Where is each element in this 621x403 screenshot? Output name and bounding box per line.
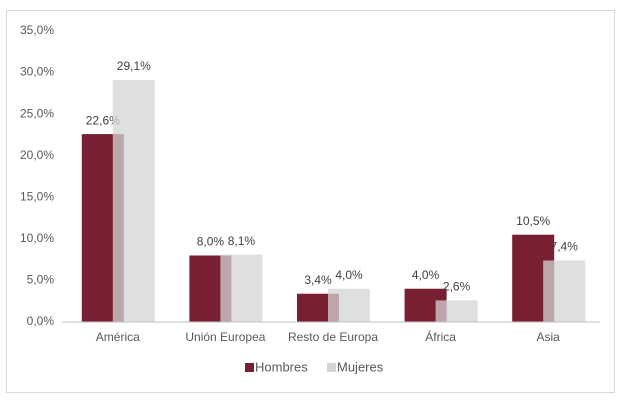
legend-label: Hombres <box>255 359 308 374</box>
legend-swatch <box>327 363 336 372</box>
bar <box>112 80 155 322</box>
y-tick-label: 5,0% <box>27 273 55 287</box>
value-label: 8,1% <box>228 234 256 248</box>
y-tick-label: 0,0% <box>27 314 55 328</box>
y-tick-label: 20,0% <box>20 148 54 162</box>
value-label: 10,5% <box>516 214 550 228</box>
x-tick-label: Unión Europea <box>185 330 265 344</box>
x-tick-label: Resto de Europa <box>288 330 378 344</box>
y-tick-label: 35,0% <box>20 23 54 37</box>
value-label: 4,0% <box>412 268 440 282</box>
bar <box>220 254 263 322</box>
y-tick-label: 30,0% <box>20 65 54 79</box>
bar <box>543 260 586 322</box>
bar <box>435 300 478 322</box>
y-tick-label: 10,0% <box>20 231 54 245</box>
x-tick-label: Asia <box>537 330 561 344</box>
value-label: 4,0% <box>335 268 363 282</box>
value-label: 8,0% <box>197 235 225 249</box>
legend-swatch <box>245 363 254 372</box>
y-tick-label: 25,0% <box>20 106 54 120</box>
value-label: 7,4% <box>551 240 579 254</box>
value-label: 22,6% <box>86 113 120 127</box>
x-tick-label: América <box>96 330 140 344</box>
bar <box>328 288 370 322</box>
y-tick-label: 15,0% <box>20 189 54 203</box>
value-label: 2,6% <box>443 280 471 294</box>
x-tick-label: África <box>425 329 456 344</box>
value-label: 29,1% <box>117 59 151 73</box>
legend-label: Mujeres <box>337 359 384 374</box>
value-label: 3,4% <box>304 273 332 287</box>
